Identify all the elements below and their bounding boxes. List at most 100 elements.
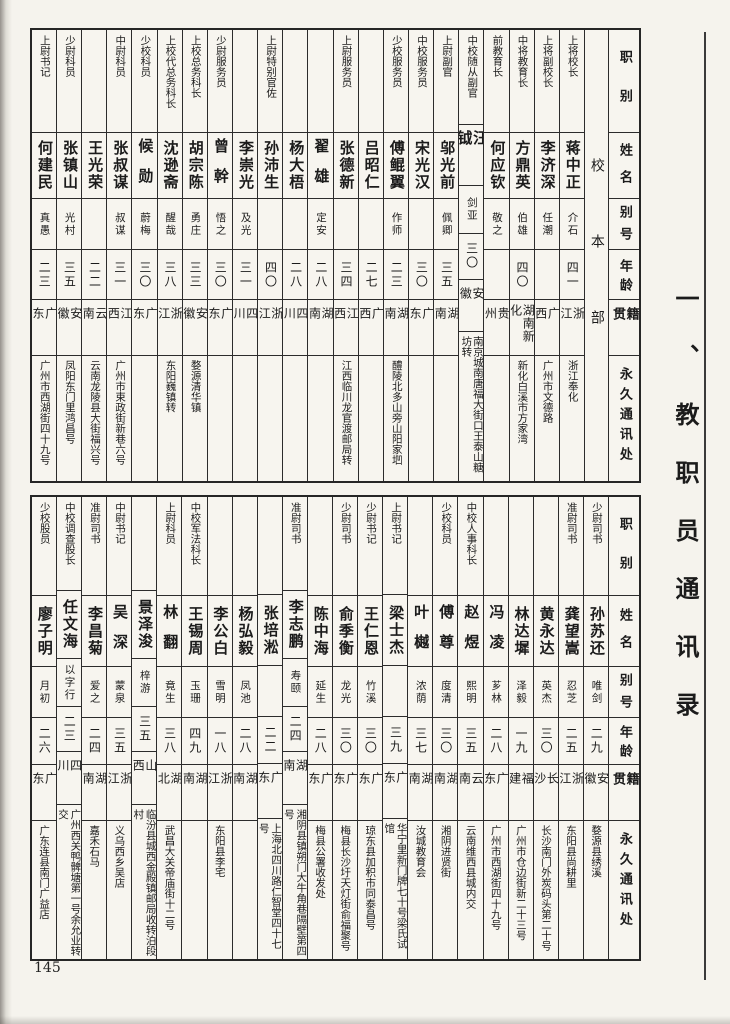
chapter-title: 一、教职员通讯录 xyxy=(671,286,700,750)
age-text: 二三 xyxy=(62,715,77,744)
name-cell: 张培淞 xyxy=(257,595,282,667)
rank-cell: 中校调查股长 xyxy=(56,497,82,592)
age-text: 二九 xyxy=(589,727,604,755)
person-column: 上尉科员 林翻 竟生 三八 湖北 武昌大关帝庙街十二号 xyxy=(156,497,182,959)
name-cell: 李崇光 xyxy=(233,133,258,199)
person-column: 王光荣 二二 云南 云南龙陵县大街福兴号 xyxy=(81,30,107,481)
rank-text: 上校代总务科长 xyxy=(164,35,177,109)
person-column: 李崇光 及光 三一 四川 xyxy=(232,30,258,481)
age-cell: 四一 xyxy=(559,250,584,300)
address-cell: 广东连县南门广益店 xyxy=(32,821,56,959)
alias-text: 月初 xyxy=(38,679,51,705)
origin-cell: 湖南 xyxy=(82,765,107,821)
alias-text: 悟之 xyxy=(214,211,227,237)
origin-text: 湖南 xyxy=(408,772,433,797)
address-text: 醴陵北多山旁山阳家垇 xyxy=(390,360,403,465)
origin-text: 湖北 xyxy=(157,772,182,797)
name-text: 李志鹏 xyxy=(286,598,305,650)
person-column: 少尉司书 孙苏还 唯剑 二九 安徽 婺源县绣溪 xyxy=(582,497,608,959)
age-cell: 三五 xyxy=(57,250,82,300)
alias-cell xyxy=(258,199,283,250)
person-column: 吕昭仁 二七 广西 xyxy=(357,30,383,481)
address-cell xyxy=(359,356,383,481)
name-cell: 张德新 xyxy=(333,133,358,199)
age-cell: 三三 xyxy=(182,250,207,300)
address-cell: 义乌西乡吴店 xyxy=(107,821,131,959)
address-cell: 南京城南唐福大街口王泰山糖坊转 xyxy=(459,332,483,481)
alias-text: 敬之 xyxy=(491,211,504,237)
address-text: 上海北四川路仁智堂四十七号 xyxy=(257,823,282,950)
origin-cell: 湖南 xyxy=(408,765,433,821)
name-text: 邬光前 xyxy=(438,140,457,191)
origin-cell: 湖南 xyxy=(434,300,459,356)
age-text: 三〇 xyxy=(438,727,453,755)
rank-text: 上将校长 xyxy=(566,35,579,77)
origin-cell: 广西 xyxy=(534,300,559,356)
alias-cell: 作师 xyxy=(383,199,409,250)
name-text: 汪钺 xyxy=(459,130,484,161)
name-text: 林达墀 xyxy=(512,605,531,657)
rank-cell xyxy=(308,30,333,133)
rank-cell xyxy=(207,497,232,596)
name-text: 傅鲲翼 xyxy=(387,140,406,191)
alias-cell: 真愚 xyxy=(31,199,57,250)
person-column: 准尉司书 李昌菊 爱之 二四 湖南 嘉禾石马 xyxy=(81,497,107,959)
alias-text: 度清 xyxy=(439,679,452,705)
person-column: 中将教育长 方鼎英 伯雄 四〇 湖南新化 新化白溪市方家湾 xyxy=(508,30,534,481)
age-cell: 二九 xyxy=(583,718,608,765)
origin-text: 安徽 xyxy=(57,307,82,332)
name-text: 曾幹 xyxy=(211,138,230,198)
alias-cell: 任潮 xyxy=(534,199,559,250)
header-age-cell: 年龄 xyxy=(609,718,639,765)
name-text: 李济深 xyxy=(538,140,557,191)
age-cell: 四〇 xyxy=(258,250,283,300)
section-label-cell: 校本部 xyxy=(585,30,608,481)
age-cell: 三七 xyxy=(408,718,433,765)
table-header-column: 职别 姓名 别号 年龄 籍贯 永久通讯处 xyxy=(608,30,639,481)
name-cell: 张叔谋 xyxy=(107,133,132,199)
alias-text: 梓游 xyxy=(138,670,151,696)
rank-cell xyxy=(483,497,508,596)
age-text: 四〇 xyxy=(514,260,529,289)
age-cell: 二八 xyxy=(307,718,332,765)
name-text: 吴深 xyxy=(111,603,130,664)
age-cell: 三五 xyxy=(458,718,483,765)
person-column: 少尉科员 张镇山 光村 三五 安徽 凤阳东门里鸿昌号 xyxy=(56,30,82,481)
name-text: 李公白 xyxy=(211,605,230,657)
person-column: 冯凌 芗林 二八 广东 广州市西湖街四十九号 xyxy=(482,497,508,959)
alias-cell: 延生 xyxy=(307,667,332,718)
address-text: 义乌西乡吴店 xyxy=(113,825,126,888)
address-text: 云南龙陵县大街福兴号 xyxy=(89,360,102,465)
rank-text: 少尉科员 xyxy=(63,35,76,77)
rank-text: 中校人事科长 xyxy=(465,502,478,565)
person-column: 中校人事科长 赵煜 熙明 三五 云南 云南维西县城内交 xyxy=(457,497,483,959)
rank-cell: 少校股员 xyxy=(31,497,56,596)
age-text: 一九 xyxy=(513,727,528,755)
rank-cell: 少校科员 xyxy=(132,30,157,133)
name-cell: 方鼎英 xyxy=(509,133,534,199)
age-cell: 三九 xyxy=(383,717,408,764)
alias-cell: 竟生 xyxy=(157,667,182,718)
rank-cell: 上尉服务员 xyxy=(333,30,358,133)
alias-cell: 光村 xyxy=(57,199,82,250)
address-text: 武昌大关帝庙街十二号 xyxy=(163,825,176,930)
margin-rule-line xyxy=(704,32,706,980)
person-column: 黄永达 英杰 三〇 长沙 长沙南门外炭码头第二十号 xyxy=(532,497,558,959)
alias-text: 玉珊 xyxy=(188,679,201,705)
origin-text: 浙江 xyxy=(207,772,232,797)
age-text: 三一 xyxy=(112,260,127,289)
age-text: 三五 xyxy=(112,727,127,755)
origin-cell: 广东 xyxy=(383,764,408,820)
origin-text: 广东 xyxy=(307,772,332,797)
address-cell: 广州市束政街新巷六号 xyxy=(107,356,131,481)
alias-cell: 龙光 xyxy=(332,667,358,718)
rank-cell: 少尉司书 xyxy=(332,497,358,596)
rank-cell: 上尉科员 xyxy=(157,497,182,596)
address-cell: 临汾县城西金殿镇邮局收转泊段村 xyxy=(132,805,156,959)
alias-cell: 伯雄 xyxy=(509,199,534,250)
age-text: 四〇 xyxy=(263,260,278,289)
address-text: 婺源县绣溪 xyxy=(590,825,603,878)
person-column: 中校服务员 宋光汉 三〇 广东 xyxy=(408,30,434,481)
alias-cell: 佩卿 xyxy=(434,199,459,250)
origin-text: 广东 xyxy=(31,307,57,332)
